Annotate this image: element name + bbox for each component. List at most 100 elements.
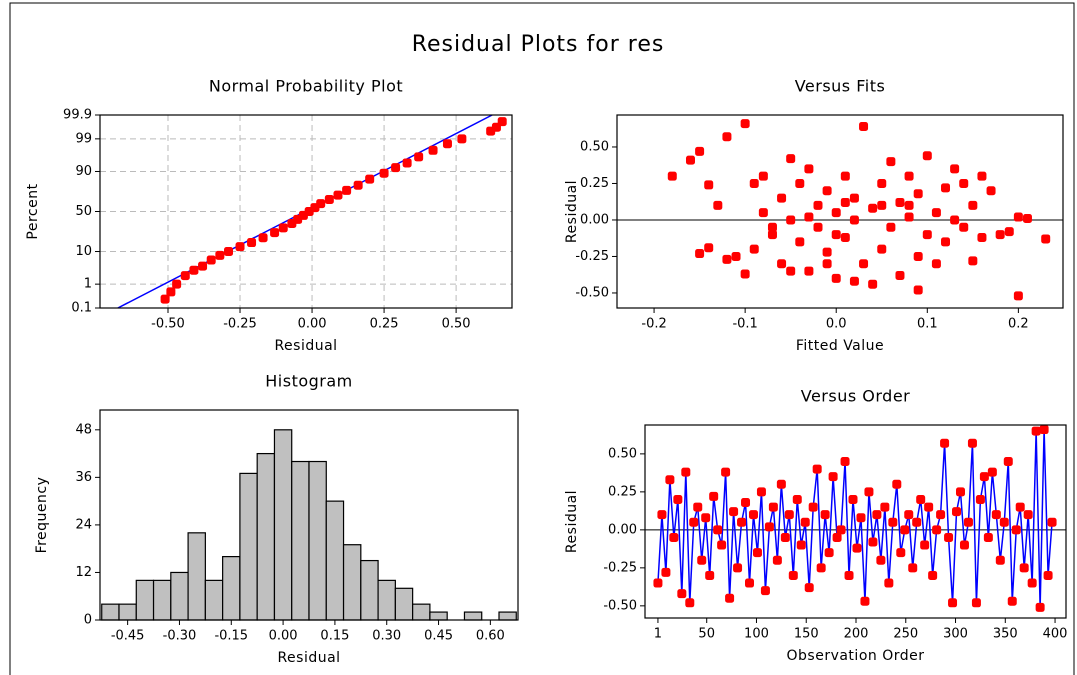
- point: [913, 251, 923, 261]
- point: [956, 487, 966, 497]
- point: [859, 259, 869, 269]
- point: [767, 230, 777, 240]
- point: [713, 200, 723, 210]
- point: [986, 186, 996, 196]
- point: [959, 222, 969, 232]
- x-tick-label: 150: [794, 627, 819, 642]
- x-tick-label: 100: [744, 627, 769, 642]
- point: [900, 525, 910, 535]
- point: [877, 200, 887, 210]
- bar: [170, 571, 189, 621]
- x-tick-label: 350: [993, 627, 1018, 642]
- bar: [463, 611, 483, 621]
- point: [904, 510, 914, 520]
- point: [1007, 596, 1017, 606]
- point: [977, 232, 987, 242]
- y-tick-label: 10: [75, 244, 92, 259]
- point: [880, 502, 890, 512]
- point: [944, 532, 954, 542]
- point: [967, 438, 977, 448]
- y-tick-label: 24: [75, 517, 92, 532]
- y-tick-label: -0.25: [603, 560, 637, 575]
- point: [776, 479, 786, 489]
- bar: [239, 472, 258, 621]
- point: [884, 578, 894, 588]
- point: [816, 563, 826, 573]
- point: [812, 464, 822, 474]
- point: [316, 199, 326, 209]
- point: [831, 230, 841, 240]
- y-tick-label: 50: [75, 204, 92, 219]
- point: [365, 174, 375, 184]
- point: [731, 251, 741, 261]
- plot-frame: [644, 424, 1067, 619]
- point: [342, 185, 352, 195]
- x-tick-label: 250: [893, 627, 918, 642]
- point: [740, 119, 750, 129]
- point: [722, 132, 732, 142]
- y-tick-label: -0.50: [603, 598, 637, 613]
- point: [856, 513, 866, 523]
- point: [831, 208, 841, 218]
- point: [932, 525, 942, 535]
- y-tick-label: 0.25: [608, 484, 637, 499]
- point: [941, 183, 951, 193]
- point: [657, 510, 667, 520]
- point: [800, 517, 810, 527]
- x-tick-label: 0.0: [826, 317, 847, 332]
- point: [831, 273, 841, 283]
- subplot-title: Versus Order: [801, 387, 911, 406]
- point: [353, 180, 363, 190]
- bar: [360, 559, 379, 621]
- y-tick-label: 90: [75, 164, 92, 179]
- bar: [273, 429, 293, 621]
- point: [669, 532, 679, 542]
- y-axis-label: Residual: [564, 180, 580, 243]
- x-tick-label: 0.2: [1008, 317, 1029, 332]
- point: [864, 487, 874, 497]
- point: [767, 222, 777, 232]
- plot-frame: [99, 114, 513, 309]
- point: [840, 232, 850, 242]
- point: [824, 548, 834, 558]
- point: [950, 164, 960, 174]
- point: [391, 163, 401, 173]
- point: [166, 287, 176, 297]
- y-tick-label: 12: [75, 565, 92, 580]
- point: [904, 171, 914, 181]
- point: [1039, 425, 1049, 435]
- point: [1022, 214, 1032, 224]
- subplot-title: Versus Fits: [795, 77, 886, 96]
- point: [977, 171, 987, 181]
- y-tick-label: 99: [75, 131, 92, 146]
- point: [895, 197, 905, 207]
- point: [442, 139, 452, 149]
- bar: [222, 556, 241, 621]
- point: [752, 548, 762, 558]
- point: [804, 266, 814, 276]
- point: [189, 265, 199, 275]
- x-tick-label: 0.50: [442, 317, 471, 332]
- bar: [394, 587, 414, 621]
- point: [840, 456, 850, 466]
- point: [876, 555, 886, 565]
- point: [258, 233, 268, 243]
- point: [795, 178, 805, 188]
- point: [697, 555, 707, 565]
- point: [653, 578, 663, 588]
- point: [737, 517, 747, 527]
- point: [886, 222, 896, 232]
- y-tick-label: 0.1: [71, 301, 92, 316]
- point: [717, 540, 727, 550]
- point: [1047, 517, 1057, 527]
- point: [497, 117, 507, 127]
- point: [758, 171, 768, 181]
- point: [247, 238, 257, 248]
- point: [1003, 456, 1013, 466]
- point: [820, 510, 830, 520]
- y-tick-label: 36: [75, 470, 92, 485]
- bar: [204, 579, 224, 621]
- point: [920, 540, 930, 550]
- point: [1041, 234, 1051, 244]
- x-tick-label: -0.45: [111, 629, 145, 644]
